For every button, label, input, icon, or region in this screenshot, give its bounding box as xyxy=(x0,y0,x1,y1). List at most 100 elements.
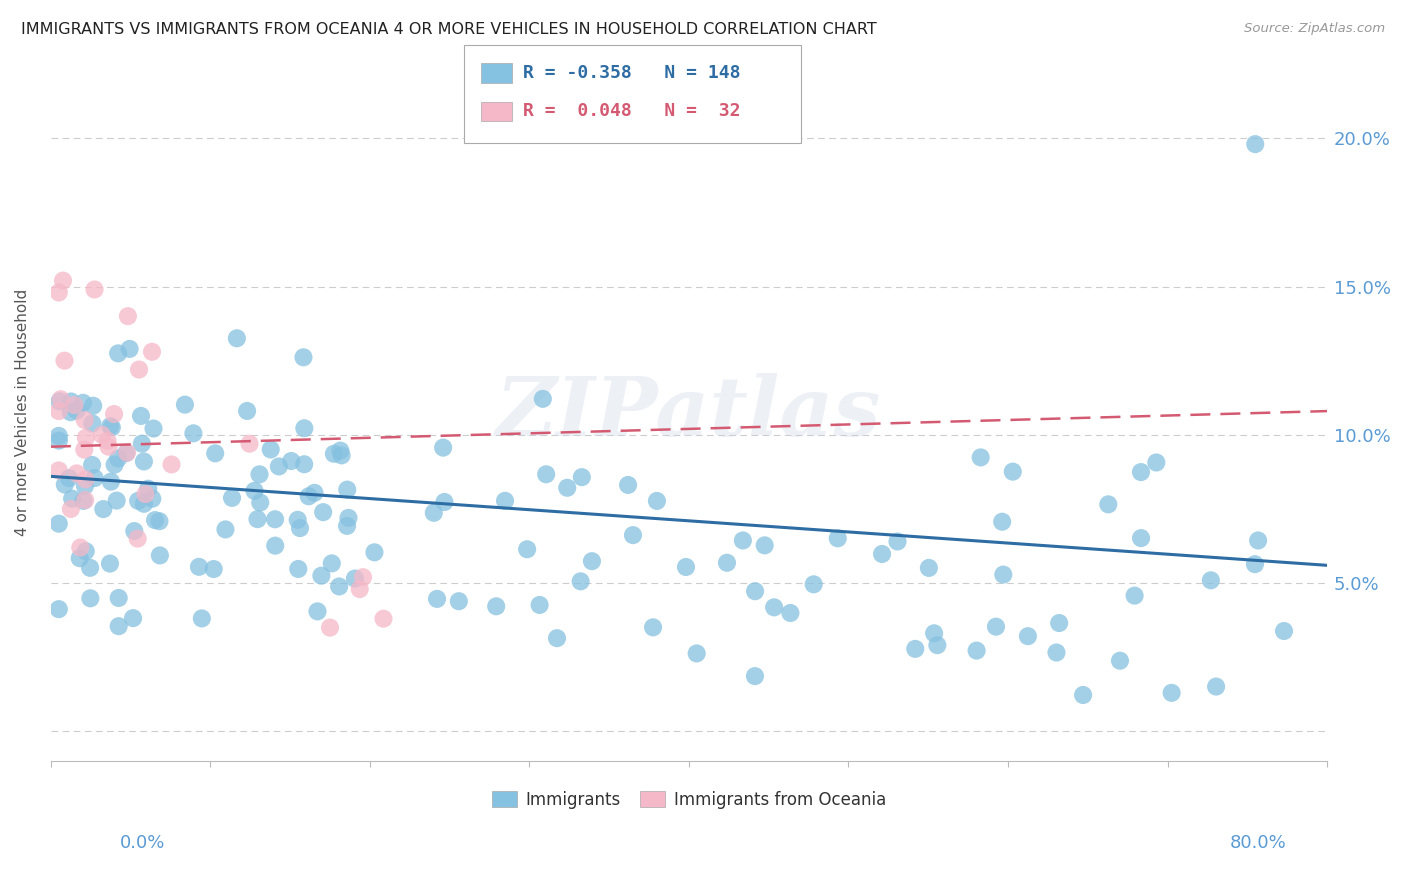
Point xyxy=(141,344,163,359)
Point xyxy=(127,493,149,508)
Point xyxy=(73,442,96,457)
Point xyxy=(304,485,326,500)
Point xyxy=(82,417,104,431)
Point xyxy=(617,478,640,492)
Point xyxy=(107,346,129,360)
Point xyxy=(127,532,149,546)
Text: R =  0.048   N =  32: R = 0.048 N = 32 xyxy=(523,103,741,120)
Point xyxy=(1071,688,1094,702)
Point xyxy=(132,497,155,511)
Point xyxy=(423,506,446,520)
Point xyxy=(267,459,290,474)
Point xyxy=(53,477,76,491)
Point xyxy=(66,467,89,481)
Point xyxy=(321,557,343,571)
Point xyxy=(329,443,352,458)
Point xyxy=(922,626,945,640)
Point xyxy=(298,489,321,503)
Point xyxy=(52,274,75,288)
Point xyxy=(1097,497,1119,511)
Point xyxy=(264,512,287,526)
Point xyxy=(98,557,121,571)
Text: IMMIGRANTS VS IMMIGRANTS FROM OCEANIA 4 OR MORE VEHICLES IN HOUSEHOLD CORRELATIO: IMMIGRANTS VS IMMIGRANTS FROM OCEANIA 4 … xyxy=(21,22,877,37)
Point xyxy=(1160,686,1182,700)
Point xyxy=(148,514,170,528)
Point xyxy=(343,572,366,586)
Point xyxy=(337,511,360,525)
Point xyxy=(1205,680,1227,694)
Point xyxy=(75,493,97,508)
Point xyxy=(1130,531,1153,545)
Point xyxy=(1123,589,1146,603)
Point xyxy=(48,404,70,418)
Point xyxy=(641,620,664,634)
Point xyxy=(75,472,97,486)
Point xyxy=(1045,646,1067,660)
Point xyxy=(91,427,114,442)
Point xyxy=(249,467,271,482)
Point xyxy=(246,512,269,526)
Point xyxy=(69,541,91,555)
Point xyxy=(73,413,96,427)
Point xyxy=(221,491,243,505)
Point xyxy=(143,513,166,527)
Point xyxy=(60,491,83,506)
Point xyxy=(260,442,283,457)
Point xyxy=(75,544,97,558)
Point xyxy=(115,445,138,459)
Point xyxy=(432,441,454,455)
Point xyxy=(991,515,1014,529)
Point xyxy=(136,482,159,496)
Point xyxy=(122,611,145,625)
Text: 0.0%: 0.0% xyxy=(120,834,165,852)
Point xyxy=(264,539,287,553)
Point xyxy=(63,398,86,412)
Point xyxy=(103,458,125,472)
Point xyxy=(307,604,329,618)
Point xyxy=(117,309,139,323)
Point xyxy=(645,494,668,508)
Point xyxy=(870,547,893,561)
Point xyxy=(1047,615,1070,630)
Point xyxy=(363,545,385,559)
Point xyxy=(1130,465,1153,479)
Point xyxy=(191,611,214,625)
Point xyxy=(91,502,114,516)
Point xyxy=(779,606,801,620)
Point xyxy=(1244,557,1267,571)
Point xyxy=(569,574,592,589)
Point xyxy=(80,458,103,472)
Point xyxy=(1109,654,1132,668)
Point xyxy=(754,538,776,552)
Point xyxy=(100,475,122,489)
Point xyxy=(330,449,353,463)
Point xyxy=(581,554,603,568)
Point xyxy=(48,602,70,616)
Text: R = -0.358   N = 148: R = -0.358 N = 148 xyxy=(523,64,741,82)
Point xyxy=(827,531,849,545)
Point xyxy=(238,436,260,450)
Point xyxy=(744,669,766,683)
Point xyxy=(918,561,941,575)
Point xyxy=(225,331,247,345)
Point xyxy=(142,421,165,435)
Point xyxy=(129,409,152,423)
Point xyxy=(328,579,350,593)
Text: 80.0%: 80.0% xyxy=(1230,834,1286,852)
Point xyxy=(993,567,1015,582)
Point xyxy=(118,342,141,356)
Point xyxy=(349,582,371,596)
Point xyxy=(904,641,927,656)
Legend: Immigrants, Immigrants from Oceania: Immigrants, Immigrants from Oceania xyxy=(485,784,893,815)
Point xyxy=(48,434,70,448)
Point xyxy=(984,620,1007,634)
Point xyxy=(107,619,129,633)
Point xyxy=(744,584,766,599)
Point xyxy=(336,519,359,533)
Point xyxy=(312,505,335,519)
Point xyxy=(1017,629,1039,643)
Point xyxy=(966,643,988,657)
Point xyxy=(174,398,197,412)
Point xyxy=(79,561,101,575)
Point xyxy=(322,447,344,461)
